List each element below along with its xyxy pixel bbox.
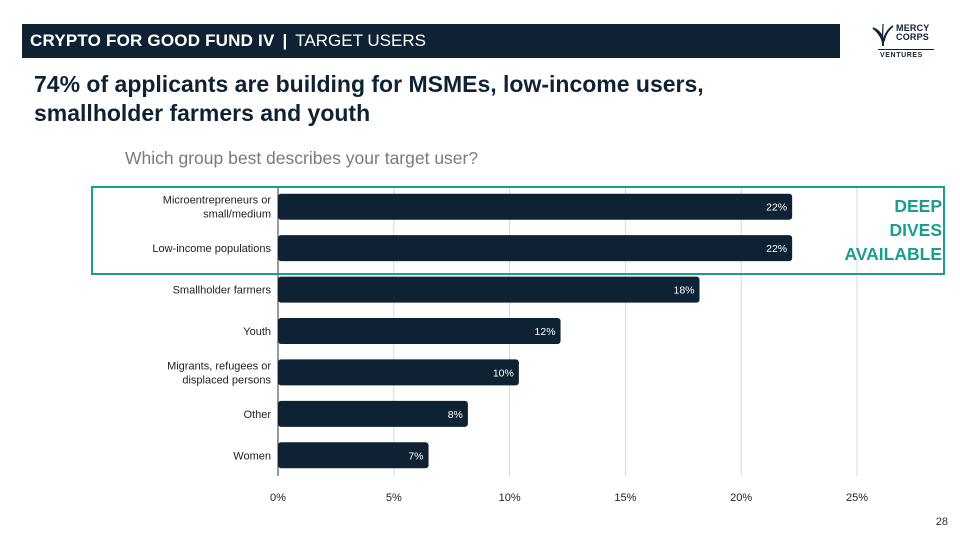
category-label-line: Smallholder farmers	[173, 285, 272, 297]
category-label: Low-income populations	[152, 243, 271, 255]
logo-wordmark: MERCY CORPS	[896, 24, 930, 42]
x-tick-label: 20%	[730, 492, 752, 504]
bar	[278, 235, 793, 262]
data-label: 22%	[766, 243, 787, 255]
data-label: 18%	[673, 285, 694, 297]
x-tick-label: 15%	[614, 492, 636, 504]
data-label: 8%	[448, 409, 463, 421]
bar	[278, 318, 561, 344]
category-label: Women	[233, 450, 271, 462]
logo-line-mercy: MERCY	[896, 23, 930, 33]
logo-divider	[878, 49, 934, 50]
highlight-box	[91, 186, 945, 275]
category-label-line: Migrants, refugees or	[167, 360, 271, 372]
category-label-line: Women	[233, 450, 271, 462]
x-tick-label: 0%	[270, 492, 286, 504]
category-label: Migrants, refugees or displaced persons	[167, 360, 271, 386]
mercy-corps-logo: MERCY CORPS VENTURES	[868, 22, 938, 62]
deep-dives-callout: DEEP DIVES AVAILABLE	[844, 194, 942, 266]
category-label-line: Microentrepreneurs or	[163, 195, 272, 207]
bar	[278, 193, 793, 220]
callout-line: DEEP	[894, 196, 942, 216]
category-label: Smallholder farmers	[173, 285, 272, 297]
page-number: 28	[935, 516, 948, 528]
category-label: Microentrepreneurs or small/medium	[163, 195, 272, 221]
category-label-line: small/medium	[203, 209, 271, 221]
header-title: CRYPTO FOR GOOD FUND IV	[30, 31, 275, 50]
x-tick-label: 10%	[499, 492, 521, 504]
callout-line: DIVES	[889, 220, 942, 240]
bar	[278, 400, 468, 427]
logo-ventures: VENTURES	[880, 52, 923, 59]
leaf-icon	[872, 23, 894, 47]
chart-title: Which group best describes your target u…	[125, 148, 479, 168]
data-label: 12%	[535, 326, 556, 338]
data-label: 10%	[493, 367, 514, 379]
bar	[278, 442, 429, 469]
data-label: 7%	[408, 450, 423, 462]
category-label-line: Youth	[243, 326, 271, 338]
data-label: 22%	[766, 202, 787, 214]
header-subtitle: TARGET USERS	[295, 31, 426, 50]
bar	[278, 276, 700, 303]
category-label-line: displaced persons	[182, 374, 271, 386]
category-label: Youth	[243, 326, 271, 338]
x-tick-label: 25%	[846, 492, 868, 504]
page-headline: 74% of applicants are building for MSMEs…	[34, 71, 704, 126]
x-tick-label: 5%	[386, 492, 402, 504]
category-label-line: Other	[243, 409, 271, 421]
logo-line-corps: CORPS	[896, 32, 930, 42]
header-separator: |	[282, 31, 288, 50]
category-label-line: Low-income populations	[152, 243, 271, 255]
callout-line: AVAILABLE	[844, 244, 942, 264]
header-bar: CRYPTO FOR GOOD FUND IV | TARGET USERS	[22, 24, 840, 58]
category-label: Other	[243, 409, 271, 421]
bar	[278, 359, 519, 386]
